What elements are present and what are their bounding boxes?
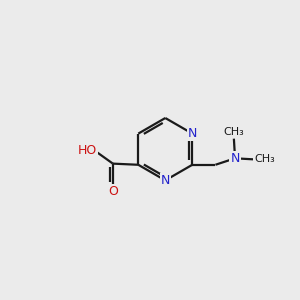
Text: N: N	[230, 152, 240, 165]
Text: N: N	[160, 174, 170, 187]
Text: O: O	[108, 185, 118, 198]
Text: HO: HO	[77, 144, 97, 157]
Text: CH₃: CH₃	[254, 154, 275, 164]
Text: CH₃: CH₃	[224, 127, 244, 137]
Text: N: N	[188, 127, 197, 140]
